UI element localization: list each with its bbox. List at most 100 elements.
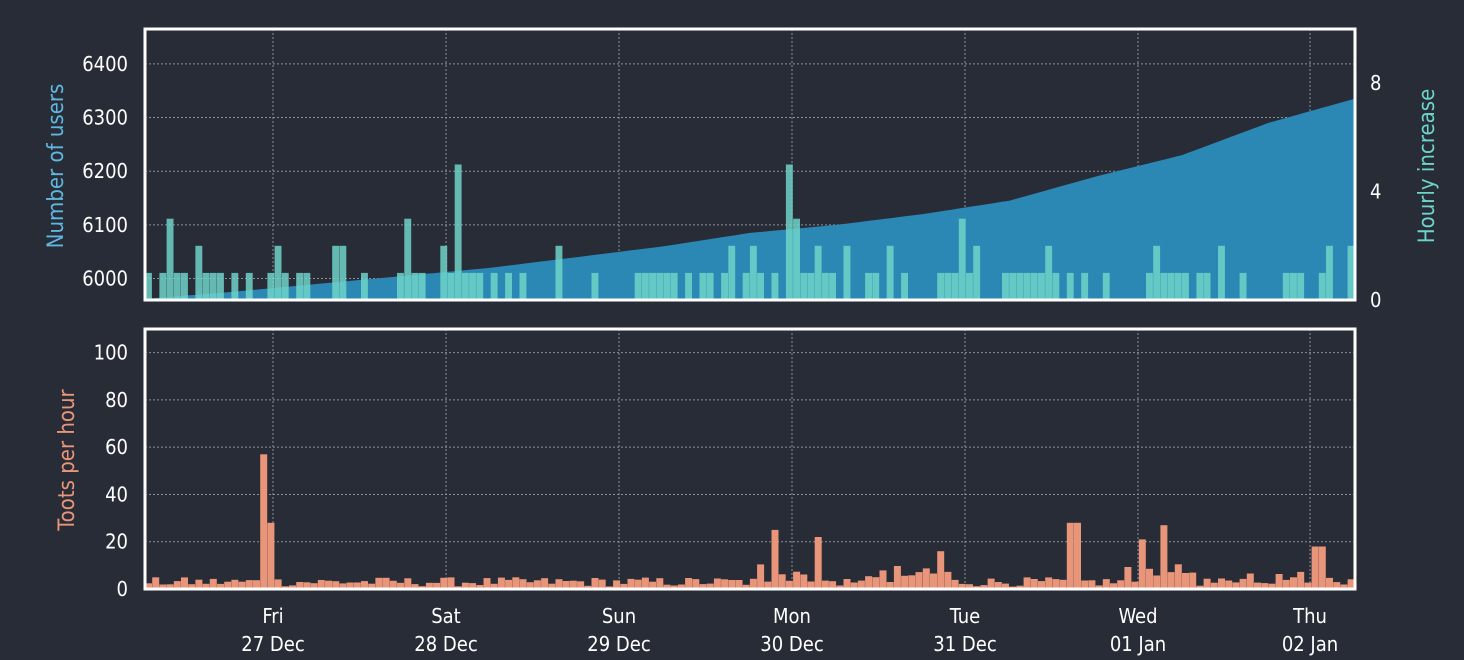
- toots-bar: [692, 579, 700, 589]
- hourly-increase-bar: [641, 272, 649, 300]
- toots-bar: [872, 577, 880, 589]
- toots-bar: [764, 581, 772, 589]
- hourly-y-tick-label: 8: [1370, 71, 1381, 95]
- hourly-y-tick-label: 4: [1370, 180, 1381, 204]
- toots-bar: [476, 585, 484, 589]
- users-panel: 6000 6100 6200 6300 6400 0 4 8 Number of users…: [44, 27, 1440, 312]
- toots-bar: [778, 574, 786, 589]
- toots-bar: [1225, 580, 1233, 589]
- toots-bar: [1254, 582, 1261, 589]
- hourly-increase-bar: [411, 272, 419, 300]
- hourly-increase-bar: [966, 272, 973, 300]
- toots-bar: [569, 580, 577, 589]
- toots-bar: [361, 581, 368, 589]
- toots-bar: [145, 583, 152, 589]
- toots-panel-frame: [143, 327, 1357, 591]
- users-panel-frame: [143, 27, 1357, 302]
- toots-bar: [1066, 522, 1074, 589]
- toots-bar: [1218, 578, 1225, 589]
- toots-bar: [289, 585, 296, 589]
- toots-panel: 0 20 40 60 80 100 Toots per hour: [55, 327, 1357, 601]
- users-y-ticks: 6000 6100 6200 6300 6400: [82, 52, 128, 291]
- hourly-increase-bar: [771, 272, 779, 300]
- toots-bar: [901, 575, 909, 589]
- toots-bar: [346, 582, 354, 589]
- toots-bar: [829, 581, 837, 589]
- toots-bar: [1326, 577, 1333, 589]
- toots-bar: [1124, 567, 1132, 589]
- hourly-increase-bar: [1203, 272, 1211, 300]
- toots-bar: [404, 578, 412, 589]
- toots-bar: [634, 579, 642, 589]
- hourly-increase-bar: [245, 272, 253, 300]
- toots-bar: [461, 582, 469, 589]
- toots-bars: [145, 454, 1355, 589]
- users-y-tick-label: 6100: [82, 213, 128, 237]
- toots-bar: [526, 582, 534, 589]
- toots-bar: [339, 583, 347, 589]
- hourly-increase-bar: [1347, 245, 1355, 300]
- toots-bar: [1117, 580, 1125, 589]
- hourly-increase-bar: [1066, 272, 1074, 300]
- toots-bar: [649, 581, 657, 589]
- hourly-increase-bar: [1102, 272, 1110, 300]
- toots-bar: [425, 582, 433, 589]
- toots-bar: [1095, 585, 1103, 589]
- toots-bar: [757, 564, 765, 589]
- toots-bar: [807, 581, 815, 589]
- hourly-increase-bar: [821, 272, 829, 300]
- hourly-increase-bar: [829, 272, 836, 300]
- hourly-increase-bar: [800, 272, 808, 300]
- toots-bar: [245, 580, 253, 589]
- toots-bar: [620, 583, 628, 589]
- toots-bar: [382, 577, 390, 589]
- toots-bar: [922, 568, 930, 589]
- toots-bar: [519, 579, 527, 589]
- toots-y-tick-label: 80: [105, 388, 128, 412]
- toots-bar: [389, 580, 397, 589]
- toots-bar: [951, 579, 959, 589]
- toots-bar: [584, 585, 592, 589]
- toots-bar: [224, 581, 232, 589]
- toots-bar: [1045, 577, 1053, 589]
- toots-bar: [274, 579, 282, 589]
- toots-bar: [397, 582, 404, 589]
- toots-bar: [865, 576, 873, 589]
- toots-bar: [663, 584, 671, 589]
- hourly-increase-bar: [1326, 245, 1333, 300]
- hourly-increase-bar: [1182, 272, 1189, 300]
- hourly-increase-bar: [944, 272, 952, 300]
- hourly-increase-bar: [1167, 272, 1175, 300]
- toots-bar: [793, 571, 801, 589]
- hourly-increase-bar: [685, 272, 692, 300]
- toots-bar: [260, 454, 268, 589]
- hourly-axis-label: Hourly increase: [1415, 89, 1440, 244]
- hourly-increase-bar: [1009, 272, 1017, 300]
- toots-bar: [937, 551, 945, 589]
- hourly-increase-bar: [973, 245, 981, 300]
- toots-bar: [1246, 573, 1254, 589]
- toots-bar: [1174, 564, 1182, 589]
- hourly-increase-bar: [519, 272, 527, 300]
- hourly-increase-bar: [505, 272, 512, 300]
- toots-bar: [908, 575, 916, 589]
- hourly-increase-bar: [1218, 245, 1225, 300]
- toots-bar: [987, 578, 995, 589]
- toots-bar: [641, 577, 649, 589]
- toots-bar: [1275, 574, 1283, 589]
- toots-bar: [159, 584, 167, 589]
- hourly-increase-bar: [296, 272, 304, 300]
- x-tick-weekday: Sun: [602, 604, 636, 628]
- toots-bar: [332, 581, 340, 589]
- toots-bar: [152, 577, 160, 589]
- hourly-increase-bar: [1153, 245, 1161, 300]
- toots-bar: [497, 577, 505, 589]
- hourly-increase-bar: [166, 218, 174, 300]
- users-axis-label: Number of users: [44, 84, 69, 249]
- toots-bar: [1189, 572, 1197, 589]
- toots-bar: [1023, 577, 1031, 589]
- toots-bar: [1347, 579, 1355, 589]
- toots-bar: [742, 584, 750, 589]
- x-tick-weekday: Sat: [431, 604, 461, 628]
- toots-bar: [713, 578, 721, 589]
